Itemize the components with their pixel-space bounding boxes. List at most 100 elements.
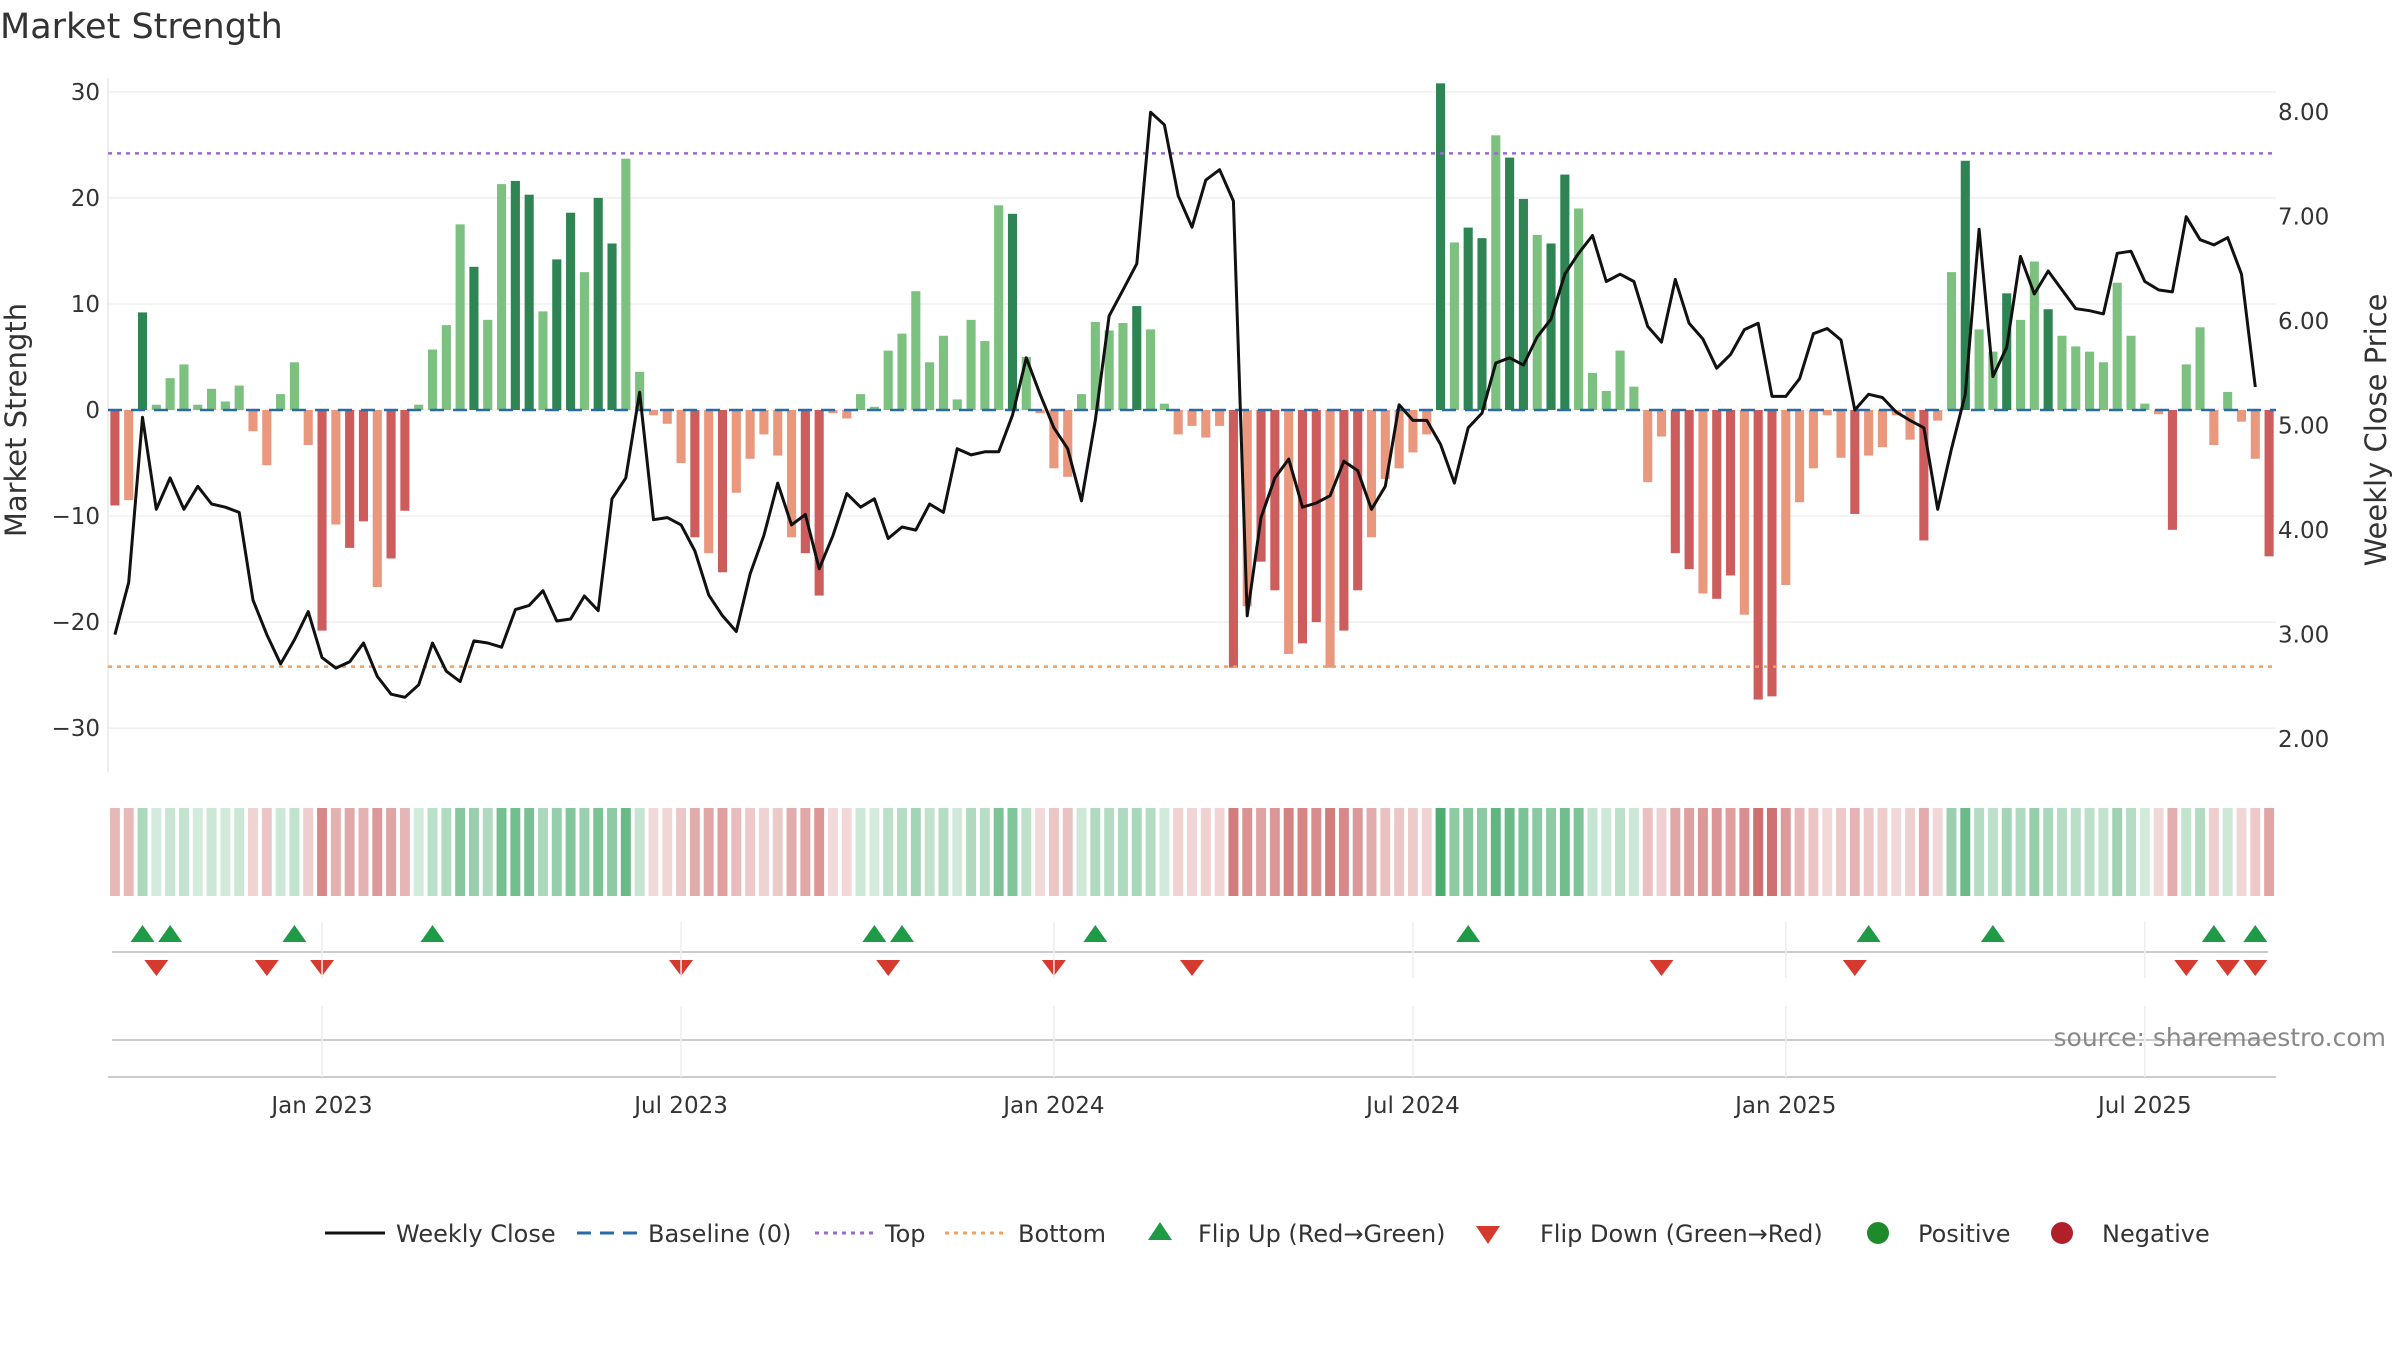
strength-bar [496, 184, 507, 410]
strength-bar [1436, 83, 1446, 410]
flip-up-marker [1456, 925, 1481, 942]
strength-strip-cell [607, 808, 617, 896]
strength-bar [897, 333, 907, 410]
strength-bar [2167, 410, 2177, 530]
strength-strip-cell [1352, 808, 1363, 896]
strength-strip-cell [1394, 808, 1405, 896]
strength-bar [1767, 410, 1777, 697]
strength-bar [662, 410, 672, 424]
strength-bar [607, 243, 617, 410]
flip-down-marker [144, 960, 169, 976]
strength-strip-cell [634, 808, 645, 896]
strength-bar [925, 362, 935, 410]
strength-bar [2250, 410, 2260, 459]
strength-bar [828, 410, 838, 414]
strength-strip-cell [1794, 808, 1805, 896]
strength-bar [980, 341, 990, 410]
strength-strip-cell [165, 808, 176, 896]
strength-bar [1532, 235, 1542, 410]
strength-strip-cell [413, 808, 424, 896]
flip-down-marker [254, 960, 279, 976]
strength-bar [1007, 213, 1018, 410]
strength-bar [1546, 243, 1556, 410]
strength-strip-cell [662, 808, 673, 896]
y2-axis-label: Weekly Close Price [2359, 294, 2393, 567]
strength-strip-cell [524, 808, 535, 896]
strength-bar [621, 158, 631, 410]
strength-strip-cell [1490, 808, 1501, 896]
strength-strip-cell [910, 808, 921, 896]
strength-bar [759, 410, 769, 435]
strength-strip-cell [1187, 808, 1197, 896]
strength-bar [648, 410, 659, 416]
strength-strip-cell [814, 808, 825, 896]
strength-bar [1946, 272, 1957, 410]
strength-strip-cell [952, 808, 963, 896]
strength-strip-cell [2167, 808, 2178, 896]
strength-bar [676, 410, 686, 464]
strength-bar [1795, 410, 1805, 503]
strength-bar [2223, 391, 2233, 410]
strength-bar [179, 364, 189, 410]
strength-bar [524, 194, 534, 410]
strength-strip-cell [897, 808, 907, 896]
strength-bar [1505, 157, 1515, 410]
strength-strip-cell [248, 808, 258, 896]
strength-strip-cell [883, 808, 894, 896]
strength-bar [1104, 330, 1114, 410]
strength-bar [2154, 410, 2164, 415]
strength-bar [1284, 410, 1294, 654]
legend-label-weekly-close: Weekly Close [396, 1220, 556, 1248]
flip-down-marker [1180, 960, 1204, 976]
strength-strip-cell [344, 808, 355, 896]
strength-bar [2264, 410, 2274, 557]
strength-strip-cell [1325, 808, 1336, 896]
legend-label-positive: Positive [1918, 1220, 2011, 1248]
strength-strip-cell [1518, 808, 1529, 896]
strength-strip-cell [1849, 808, 1860, 896]
flip-up-marker [130, 925, 155, 942]
strength-strip-cell [220, 808, 231, 896]
strength-bar [248, 410, 258, 432]
strength-strip-cell [496, 808, 507, 896]
strength-bar [137, 312, 148, 410]
legend-flip-up-icon [1148, 1222, 1172, 1240]
strength-bar [1974, 329, 1984, 410]
strength-strip-cell [192, 808, 203, 896]
strength-bar [414, 404, 424, 410]
strength-bar [1242, 410, 1252, 607]
strength-strip-cell [1159, 808, 1170, 896]
strength-strip-cell [1932, 808, 1943, 896]
flip-up-marker [2201, 925, 2226, 942]
strength-bar [1601, 390, 1611, 410]
strength-bar [2126, 335, 2136, 410]
flip-up-marker [1980, 925, 2005, 942]
strength-bar [1739, 410, 1749, 615]
strength-bar [386, 410, 396, 559]
strength-bar [1394, 410, 1404, 469]
strength-strip-cell [717, 808, 728, 896]
strength-strip-cell [620, 808, 631, 896]
strength-strip-cell [2070, 808, 2081, 896]
strength-bar [151, 404, 161, 410]
strength-strip-cell [1366, 808, 1377, 896]
strength-bar [704, 410, 714, 554]
strength-strip-cell [1725, 808, 1736, 896]
strength-bar [1159, 403, 1169, 410]
strength-strip-cell [772, 808, 783, 896]
strength-bar [1643, 410, 1653, 483]
strength-strip-cell [1739, 808, 1750, 896]
strength-bar [1353, 410, 1363, 591]
strength-bar [1725, 410, 1736, 576]
y2-tick-label: 4.00 [2278, 518, 2329, 544]
strength-bar [1808, 410, 1818, 469]
strength-strip-cell [1021, 808, 1032, 896]
strength-strip-cell [538, 808, 548, 896]
strength-bar [593, 197, 603, 410]
strength-strip-cell [689, 808, 700, 896]
strength-strip-cell [703, 808, 714, 896]
flip-down-marker [2174, 960, 2199, 976]
strength-strip-cell [1214, 808, 1225, 896]
strength-strip-cell [1297, 808, 1308, 896]
